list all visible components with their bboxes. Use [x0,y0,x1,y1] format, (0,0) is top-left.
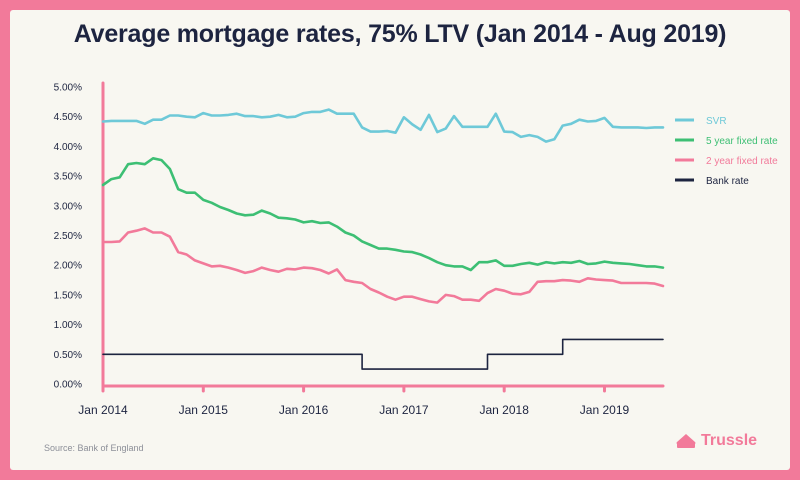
x-tick-label: Jan 2018 [479,403,529,417]
series-line-0 [101,108,665,143]
y-tick-label: 4.00% [54,142,82,153]
source-note: Source: Bank of England [44,443,144,453]
x-tick-label: Jan 2016 [279,403,329,417]
brand-logo: Trussle [676,432,757,450]
legend-label: Bank rate [706,176,749,187]
y-tick-label: 0.00% [54,380,82,391]
brand-name: Trussle [701,432,758,449]
series-line-1 [101,157,665,272]
y-tick-label: 2.50% [54,231,82,242]
y-tick-label: 0.50% [54,350,82,361]
legend-label: SVR [706,116,727,127]
chart-card [10,10,790,470]
y-tick-label: 3.50% [54,172,82,183]
y-tick-label: 1.50% [54,290,82,301]
y-tick-label: 4.50% [54,112,82,123]
y-tick-label: 3.00% [54,201,82,212]
y-tick-label: 1.00% [54,320,82,331]
x-tick-label: Jan 2015 [179,403,229,417]
series-line-2 [101,227,665,304]
x-tick-label: Jan 2014 [78,403,128,417]
chart-title: Average mortgage rates, 75% LTV (Jan 201… [73,20,727,48]
legend-label: 2 year fixed rate [706,156,778,167]
legend-label: 5 year fixed rate [706,136,778,147]
series-line-3 [102,338,664,370]
y-tick-label: 2.00% [54,261,82,272]
trussle-house-icon [676,434,696,448]
x-tick-label: Jan 2017 [379,403,429,417]
y-tick-label: 5.00% [54,83,82,94]
x-tick-label: Jan 2019 [580,403,630,417]
